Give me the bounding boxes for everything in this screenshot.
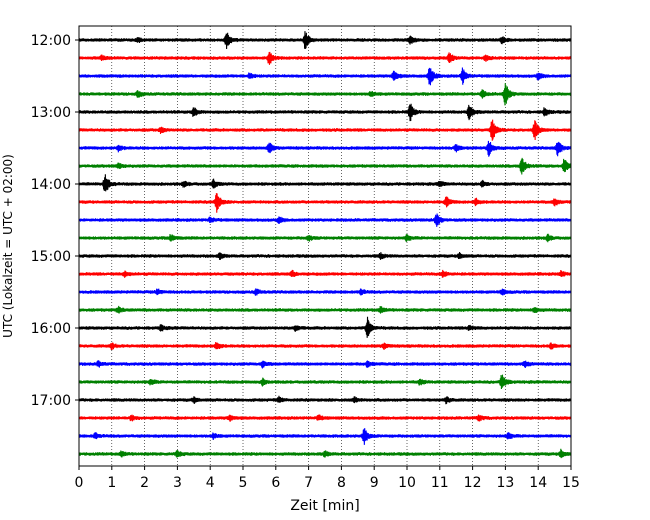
seismogram-trace-1300 bbox=[78, 103, 572, 122]
seismogram-trace-1500 bbox=[78, 251, 572, 261]
seismogram-trace-1330 bbox=[78, 140, 572, 157]
seismogram-trace-1730 bbox=[78, 428, 572, 445]
seismogram-trace-1630 bbox=[78, 360, 572, 369]
x-tick-label: 1 bbox=[107, 475, 116, 491]
x-tick-label: 0 bbox=[75, 475, 84, 491]
seismogram-trace-1615 bbox=[78, 342, 572, 351]
seismogram-trace-1645 bbox=[78, 374, 572, 390]
x-tick-label: 7 bbox=[304, 475, 313, 491]
seismogram-trace-1230 bbox=[78, 67, 572, 86]
y-tick-label: 16:00 bbox=[31, 321, 71, 337]
seismogram-trace-1445 bbox=[78, 233, 572, 243]
seismogram-trace-1715 bbox=[78, 414, 572, 422]
seismogram-trace-1200 bbox=[78, 31, 572, 50]
y-tick-label: 17:00 bbox=[31, 393, 71, 409]
seismogram-trace-1430 bbox=[78, 213, 572, 227]
x-tick-label: 8 bbox=[337, 475, 346, 491]
y-tick-label: 15:00 bbox=[31, 249, 71, 265]
y-tick-label: 13:00 bbox=[31, 105, 71, 121]
x-tick-label: 6 bbox=[271, 475, 280, 491]
seismogram-trace-1415 bbox=[78, 193, 572, 213]
x-tick-label: 13 bbox=[496, 475, 514, 491]
x-tick-label: 4 bbox=[206, 475, 215, 491]
seismogram-traces bbox=[78, 31, 572, 459]
x-tick-label: 10 bbox=[398, 475, 416, 491]
seismogram-trace-1700 bbox=[78, 395, 572, 405]
x-axis-label: Zeit [min] bbox=[290, 498, 359, 514]
x-tick-label: 15 bbox=[562, 475, 580, 491]
seismogram-trace-1530 bbox=[78, 288, 572, 296]
seismogram-trace-1215 bbox=[78, 51, 572, 65]
seismogram-trace-1400 bbox=[78, 174, 572, 192]
seismogram-trace-1545 bbox=[78, 305, 572, 314]
plot-frame bbox=[78, 25, 572, 467]
y-tick-label: 12:00 bbox=[31, 33, 71, 49]
x-tick-label: 2 bbox=[140, 475, 149, 491]
y-axis: 12:00 13:00 14:00 15:00 16:00 17:00 bbox=[31, 33, 79, 409]
seismogram-trace-1245 bbox=[78, 83, 572, 106]
x-tick-label: 5 bbox=[239, 475, 248, 491]
x-axis: 0 1 2 3 4 5 6 7 8 9 10 11 12 13 14 15 bbox=[75, 466, 580, 491]
y-axis-label: UTC (Lokalzeit = UTC + 02:00) bbox=[1, 154, 15, 338]
x-tick-label: 11 bbox=[431, 475, 449, 491]
x-tick-label: 9 bbox=[370, 475, 379, 491]
y-tick-label: 14:00 bbox=[31, 177, 71, 193]
seismogram-trace-1315 bbox=[78, 119, 572, 141]
seismogram-trace-1515 bbox=[78, 269, 572, 278]
seismogram-trace-1600 bbox=[78, 316, 572, 338]
x-tick-label: 12 bbox=[464, 475, 482, 491]
x-tick-label: 14 bbox=[529, 475, 547, 491]
x-tick-label: 3 bbox=[173, 475, 182, 491]
seismogram-trace-1745 bbox=[78, 448, 572, 459]
seismogram-trace-1345 bbox=[78, 157, 572, 175]
vertical-grid bbox=[111, 26, 539, 466]
